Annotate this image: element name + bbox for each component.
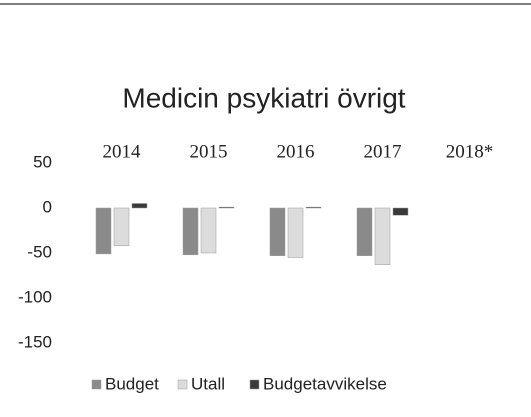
legend-label: Budgetavvikelse <box>263 374 387 393</box>
x-tick-label: 2017 <box>364 141 402 162</box>
bar <box>287 207 304 258</box>
y-tick-label: 0 <box>43 197 52 216</box>
bar <box>218 206 235 209</box>
y-tick-label: -150 <box>18 332 52 351</box>
bar <box>374 207 391 265</box>
bar <box>269 207 286 256</box>
legend-label: Utall <box>191 374 225 393</box>
legend-swatch <box>177 379 188 390</box>
y-tick-label: 50 <box>33 152 52 171</box>
legend-swatch <box>91 379 102 390</box>
legend-swatch <box>249 379 260 390</box>
x-tick-label: 2018* <box>446 141 494 162</box>
bar <box>131 203 148 209</box>
y-tick-label: -100 <box>18 287 52 306</box>
legend-label: Budget <box>105 374 159 393</box>
bar <box>95 207 112 255</box>
bar <box>200 207 217 254</box>
chart-title: Medicin psykiatri övrigt <box>122 82 405 113</box>
bar <box>182 207 199 256</box>
x-tick-label: 2015 <box>190 141 228 162</box>
x-tick-label: 2016 <box>277 141 315 162</box>
bar <box>392 207 409 216</box>
bar <box>356 207 373 256</box>
bar <box>305 206 322 209</box>
x-tick-label: 2014 <box>103 141 142 162</box>
y-tick-label: -50 <box>27 242 52 261</box>
bar <box>113 207 130 247</box>
